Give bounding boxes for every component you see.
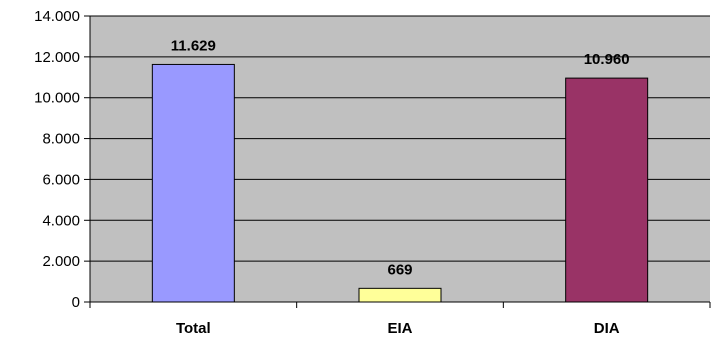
bar-dia (565, 77, 649, 303)
data-labels: 11.629 669 10.960 (171, 37, 630, 278)
x-tick-label: DIA (594, 320, 620, 337)
data-label: 669 (387, 261, 412, 278)
x-tick-label: Total (176, 320, 211, 337)
x-tick-label: EIA (387, 320, 412, 337)
bar-eia (358, 287, 442, 303)
data-label: 11.629 (171, 37, 216, 54)
y-tick-label: 12.000 (34, 49, 80, 66)
y-axis-ticks: 0 2.000 4.000 6.000 8.000 10.000 12.000 14.000 (34, 8, 90, 311)
axes (89, 16, 710, 303)
y-tick-label: 14.000 (34, 8, 80, 25)
y-tick-label: 6.000 (42, 171, 80, 188)
y-tick-label: 4.000 (42, 212, 80, 229)
x-axis-ticks: Total EIA DIA (89, 302, 711, 337)
y-tick-label: 2.000 (42, 253, 80, 270)
y-tick-label: 8.000 (42, 131, 80, 148)
bars (151, 63, 649, 303)
data-label: 10.960 (584, 51, 630, 68)
y-tick-label: 0 (72, 294, 80, 311)
bar-total (151, 63, 235, 303)
y-tick-label: 10.000 (34, 90, 80, 107)
